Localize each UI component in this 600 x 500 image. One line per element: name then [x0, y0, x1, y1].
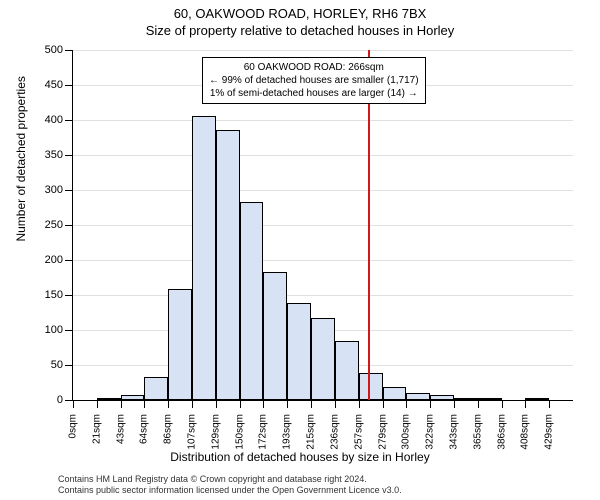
histogram-bar	[335, 341, 359, 401]
y-tick-label: 300	[45, 184, 73, 196]
annotation-line-1: 60 OAKWOOD ROAD: 266sqm	[209, 61, 419, 74]
y-tick-label: 350	[45, 149, 73, 161]
x-tick-label: 172sqm	[258, 410, 269, 450]
x-tick	[168, 400, 169, 408]
y-tick-label: 0	[57, 394, 73, 406]
x-tick-label: 193sqm	[282, 410, 293, 450]
annotation-line-2: ← 99% of detached houses are smaller (1,…	[209, 74, 419, 87]
y-tick-label: 50	[51, 359, 73, 371]
histogram-bar	[144, 377, 168, 400]
grid-line	[73, 50, 573, 51]
x-tick-label: 279sqm	[377, 410, 388, 450]
y-tick-label: 200	[45, 254, 73, 266]
histogram-bar	[240, 202, 264, 400]
x-tick-label: 43sqm	[115, 410, 126, 444]
histogram-bar	[383, 387, 407, 400]
y-tick-label: 500	[45, 44, 73, 56]
chart-title-main: 60, OAKWOOD ROAD, HORLEY, RH6 7BX	[0, 0, 600, 21]
footer-line-1: Contains HM Land Registry data © Crown c…	[58, 474, 402, 485]
x-tick-label: 150sqm	[234, 410, 245, 450]
histogram-bar	[216, 130, 240, 400]
footer: Contains HM Land Registry data © Crown c…	[58, 474, 402, 496]
x-tick-label: 215sqm	[306, 410, 317, 450]
chart-title-sub: Size of property relative to detached ho…	[0, 21, 600, 38]
x-tick	[525, 400, 526, 408]
histogram-bar	[287, 303, 311, 400]
histogram-bar	[121, 395, 145, 400]
y-axis-title: Number of detached properties	[14, 76, 28, 241]
histogram-bar	[311, 318, 335, 400]
x-tick-label: 0sqm	[68, 410, 79, 438]
y-tick-label: 150	[45, 289, 73, 301]
x-tick-label: 429sqm	[544, 410, 555, 450]
x-tick	[216, 400, 217, 408]
grid-line	[73, 260, 573, 261]
histogram-bar	[454, 398, 478, 400]
x-tick	[121, 400, 122, 408]
x-tick	[144, 400, 145, 408]
histogram-bar	[478, 398, 502, 400]
y-tick-label: 100	[45, 324, 73, 336]
x-tick-label: 86sqm	[163, 410, 174, 444]
histogram-bar	[525, 398, 549, 400]
x-tick	[454, 400, 455, 408]
x-tick	[502, 400, 503, 408]
chart-container: 60, OAKWOOD ROAD, HORLEY, RH6 7BX Size o…	[0, 0, 600, 500]
x-tick-label: 236sqm	[329, 410, 340, 450]
x-tick	[430, 400, 431, 408]
histogram-bar	[97, 398, 121, 400]
grid-line	[73, 155, 573, 156]
histogram-bar	[430, 395, 454, 400]
x-tick-label: 408sqm	[520, 410, 531, 450]
x-tick-label: 129sqm	[210, 410, 221, 450]
x-tick-label: 300sqm	[401, 410, 412, 450]
y-tick-label: 250	[45, 219, 73, 231]
grid-line	[73, 120, 573, 121]
x-axis-title: Distribution of detached houses by size …	[0, 450, 600, 464]
x-tick	[240, 400, 241, 408]
x-tick-label: 386sqm	[496, 410, 507, 450]
histogram-bar	[192, 116, 216, 400]
x-tick	[406, 400, 407, 408]
x-tick-label: 21sqm	[91, 410, 102, 444]
x-tick-label: 343sqm	[448, 410, 459, 450]
histogram-bar	[406, 393, 430, 400]
x-tick	[73, 400, 74, 408]
x-tick	[97, 400, 98, 408]
footer-line-2: Contains public sector information licen…	[58, 485, 402, 496]
x-tick	[478, 400, 479, 408]
histogram-bar	[168, 289, 192, 400]
x-tick	[263, 400, 264, 408]
x-tick	[549, 400, 550, 408]
grid-line	[73, 225, 573, 226]
grid-line	[73, 190, 573, 191]
x-tick	[359, 400, 360, 408]
x-tick	[287, 400, 288, 408]
x-tick-label: 322sqm	[425, 410, 436, 450]
x-tick	[335, 400, 336, 408]
annotation-box: 60 OAKWOOD ROAD: 266sqm ← 99% of detache…	[202, 57, 426, 104]
histogram-bar	[359, 373, 383, 400]
annotation-line-3: 1% of semi-detached houses are larger (1…	[209, 87, 419, 100]
x-tick	[383, 400, 384, 408]
x-tick	[311, 400, 312, 408]
x-tick-label: 365sqm	[472, 410, 483, 450]
grid-line	[73, 295, 573, 296]
x-tick-label: 257sqm	[353, 410, 364, 450]
x-tick	[192, 400, 193, 408]
y-tick-label: 400	[45, 114, 73, 126]
y-tick-label: 450	[45, 79, 73, 91]
x-tick-label: 107sqm	[187, 410, 198, 450]
histogram-bar	[263, 272, 287, 400]
x-tick-label: 64sqm	[139, 410, 150, 444]
